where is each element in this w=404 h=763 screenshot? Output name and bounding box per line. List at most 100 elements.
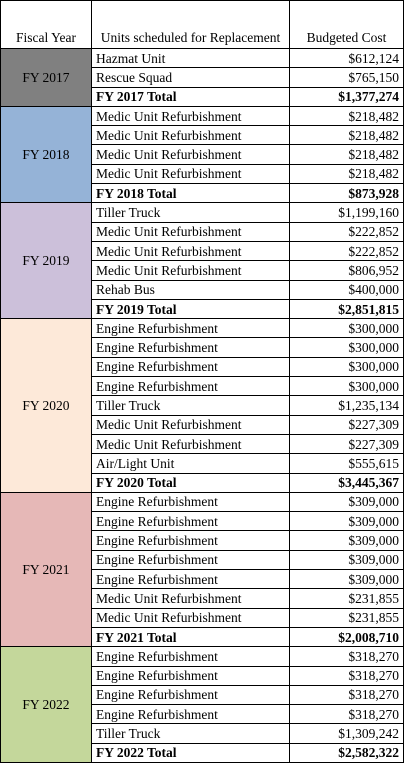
unit: Engine Refurbishment xyxy=(91,356,290,378)
item-row: FY 2018 Medic Unit Refurbishment $218,482 xyxy=(0,105,404,204)
item-row: Engine Refurbishment $318,270 xyxy=(1,704,404,725)
unit: Medic Unit Refurbishment xyxy=(91,240,290,262)
cost: $222,852 xyxy=(289,221,404,242)
unit: Hazmat Unit xyxy=(91,47,290,69)
total-label: FY 2019 Total xyxy=(91,298,290,320)
item-row: FY 2022 Engine Refurbishment $318,270 xyxy=(0,646,404,763)
item-row: FY 2020 Engine Refurbishment $300,000 xyxy=(0,318,404,493)
unit: Rehab Bus xyxy=(91,279,290,300)
total-label: FY 2018 Total xyxy=(91,183,290,204)
item-row: Medic Unit Refurbishment $222,852 xyxy=(1,221,404,242)
unit: Engine Refurbishment xyxy=(91,646,290,667)
item-row: Engine Refurbishment $318,270 xyxy=(1,665,404,686)
unit: Medic Unit Refurbishment xyxy=(91,260,290,281)
cost: $218,482 xyxy=(289,105,404,127)
unit: Engine Refurbishment xyxy=(91,318,290,339)
total-row: FY 2019 Total $2,851,815 xyxy=(1,298,404,320)
fiscal-year: FY 2020 xyxy=(0,318,92,493)
cost: $222,852 xyxy=(289,240,404,262)
unit: Engine Refurbishment xyxy=(91,376,290,397)
unit: Air/Light Unit xyxy=(91,453,290,474)
item-row: FY 2021 Engine Refurbishment $309,000 xyxy=(0,491,404,648)
unit: Engine Refurbishment xyxy=(91,665,290,686)
fiscal-year: FY 2017 xyxy=(0,48,92,107)
cost: $318,270 xyxy=(289,665,404,686)
item-row: Engine Refurbishment $300,000 xyxy=(1,356,404,378)
total-cost: $2,008,710 xyxy=(289,626,404,648)
item-row: Medic Unit Refurbishment $222,852 xyxy=(1,240,404,262)
item-row: Tiller Truck $1,309,242 xyxy=(1,723,404,744)
unit: Medic Unit Refurbishment xyxy=(91,414,290,435)
cost: $400,000 xyxy=(289,279,404,300)
unit: Tiller Truck xyxy=(91,395,290,416)
item-row: Medic Unit Refurbishment $227,309 xyxy=(1,433,404,455)
unit: Engine Refurbishment xyxy=(91,549,290,571)
cost: $806,952 xyxy=(289,260,404,281)
item-row: Engine Refurbishment $318,270 xyxy=(1,684,404,706)
item-row: FY 2019 Tiller Truck $1,199,160 xyxy=(0,202,404,320)
cost: $309,000 xyxy=(289,549,404,571)
total-row: FY 2020 Total $3,445,367 xyxy=(1,472,404,493)
cost: $318,270 xyxy=(289,704,404,725)
cost: $1,309,242 xyxy=(289,723,404,744)
cost: $1,235,134 xyxy=(289,395,404,416)
cost: $227,309 xyxy=(289,414,404,435)
item-row: Engine Refurbishment $300,000 xyxy=(1,376,404,397)
fiscal-year: FY 2022 xyxy=(0,646,92,763)
total-cost: $3,445,367 xyxy=(289,472,404,493)
item-row: Rehab Bus $400,000 xyxy=(1,279,404,300)
cost: $300,000 xyxy=(289,376,404,397)
unit: Engine Refurbishment xyxy=(91,684,290,706)
unit: Medic Unit Refurbishment xyxy=(91,125,290,146)
header-cell: Units scheduled for Replacement xyxy=(91,0,290,49)
cost: $218,482 xyxy=(289,144,404,165)
cost: $309,000 xyxy=(289,511,404,532)
total-cost: $873,928 xyxy=(289,183,404,204)
cost: $218,482 xyxy=(289,125,404,146)
item-row: Medic Unit Refurbishment $218,482 xyxy=(1,125,404,146)
cost: $612,124 xyxy=(289,47,404,69)
fiscal-year: FY 2021 xyxy=(0,491,92,648)
cost: $309,000 xyxy=(289,530,404,551)
cost: $318,270 xyxy=(289,646,404,667)
cost: $227,309 xyxy=(289,433,404,455)
unit: Engine Refurbishment xyxy=(91,337,290,358)
header-cell: Budgeted Cost xyxy=(289,0,404,49)
item-row: Engine Refurbishment $309,000 xyxy=(1,549,404,571)
unit: Engine Refurbishment xyxy=(91,511,290,532)
header-row: Fiscal Year Units scheduled for Replacem… xyxy=(0,0,404,49)
unit: Medic Unit Refurbishment xyxy=(91,105,290,127)
total-label: FY 2017 Total xyxy=(91,86,290,107)
unit: Medic Unit Refurbishment xyxy=(91,607,290,628)
item-row: Engine Refurbishment $309,000 xyxy=(1,569,404,590)
total-cost: $1,377,274 xyxy=(289,86,404,107)
cost: $765,150 xyxy=(289,67,404,88)
unit: Tiller Truck xyxy=(91,202,290,223)
cost: $318,270 xyxy=(289,684,404,706)
cost: $300,000 xyxy=(289,356,404,378)
item-row: Engine Refurbishment $309,000 xyxy=(1,511,404,532)
unit: Medic Unit Refurbishment xyxy=(91,588,290,609)
item-row: Medic Unit Refurbishment $218,482 xyxy=(1,163,404,185)
item-row: Medic Unit Refurbishment $806,952 xyxy=(1,260,404,281)
cost: $218,482 xyxy=(289,163,404,185)
item-row: FY 2017 Hazmat Unit $612,124 xyxy=(0,47,404,107)
header-cell: Fiscal Year xyxy=(0,0,92,49)
item-row: Medic Unit Refurbishment $231,855 xyxy=(1,607,404,628)
total-label: FY 2020 Total xyxy=(91,472,290,493)
total-label: FY 2022 Total xyxy=(91,742,290,763)
item-row: Air/Light Unit $555,615 xyxy=(1,453,404,474)
cost: $231,855 xyxy=(289,588,404,609)
fiscal-year: FY 2018 xyxy=(0,105,92,204)
unit: Engine Refurbishment xyxy=(91,704,290,725)
unit: Engine Refurbishment xyxy=(91,530,290,551)
total-label: FY 2021 Total xyxy=(91,626,290,648)
cost: $555,615 xyxy=(289,453,404,474)
total-cost: $2,851,815 xyxy=(289,298,404,320)
cost: $300,000 xyxy=(289,337,404,358)
item-row: Engine Refurbishment $300,000 xyxy=(1,337,404,358)
unit: Medic Unit Refurbishment xyxy=(91,221,290,242)
cost: $231,855 xyxy=(289,607,404,628)
